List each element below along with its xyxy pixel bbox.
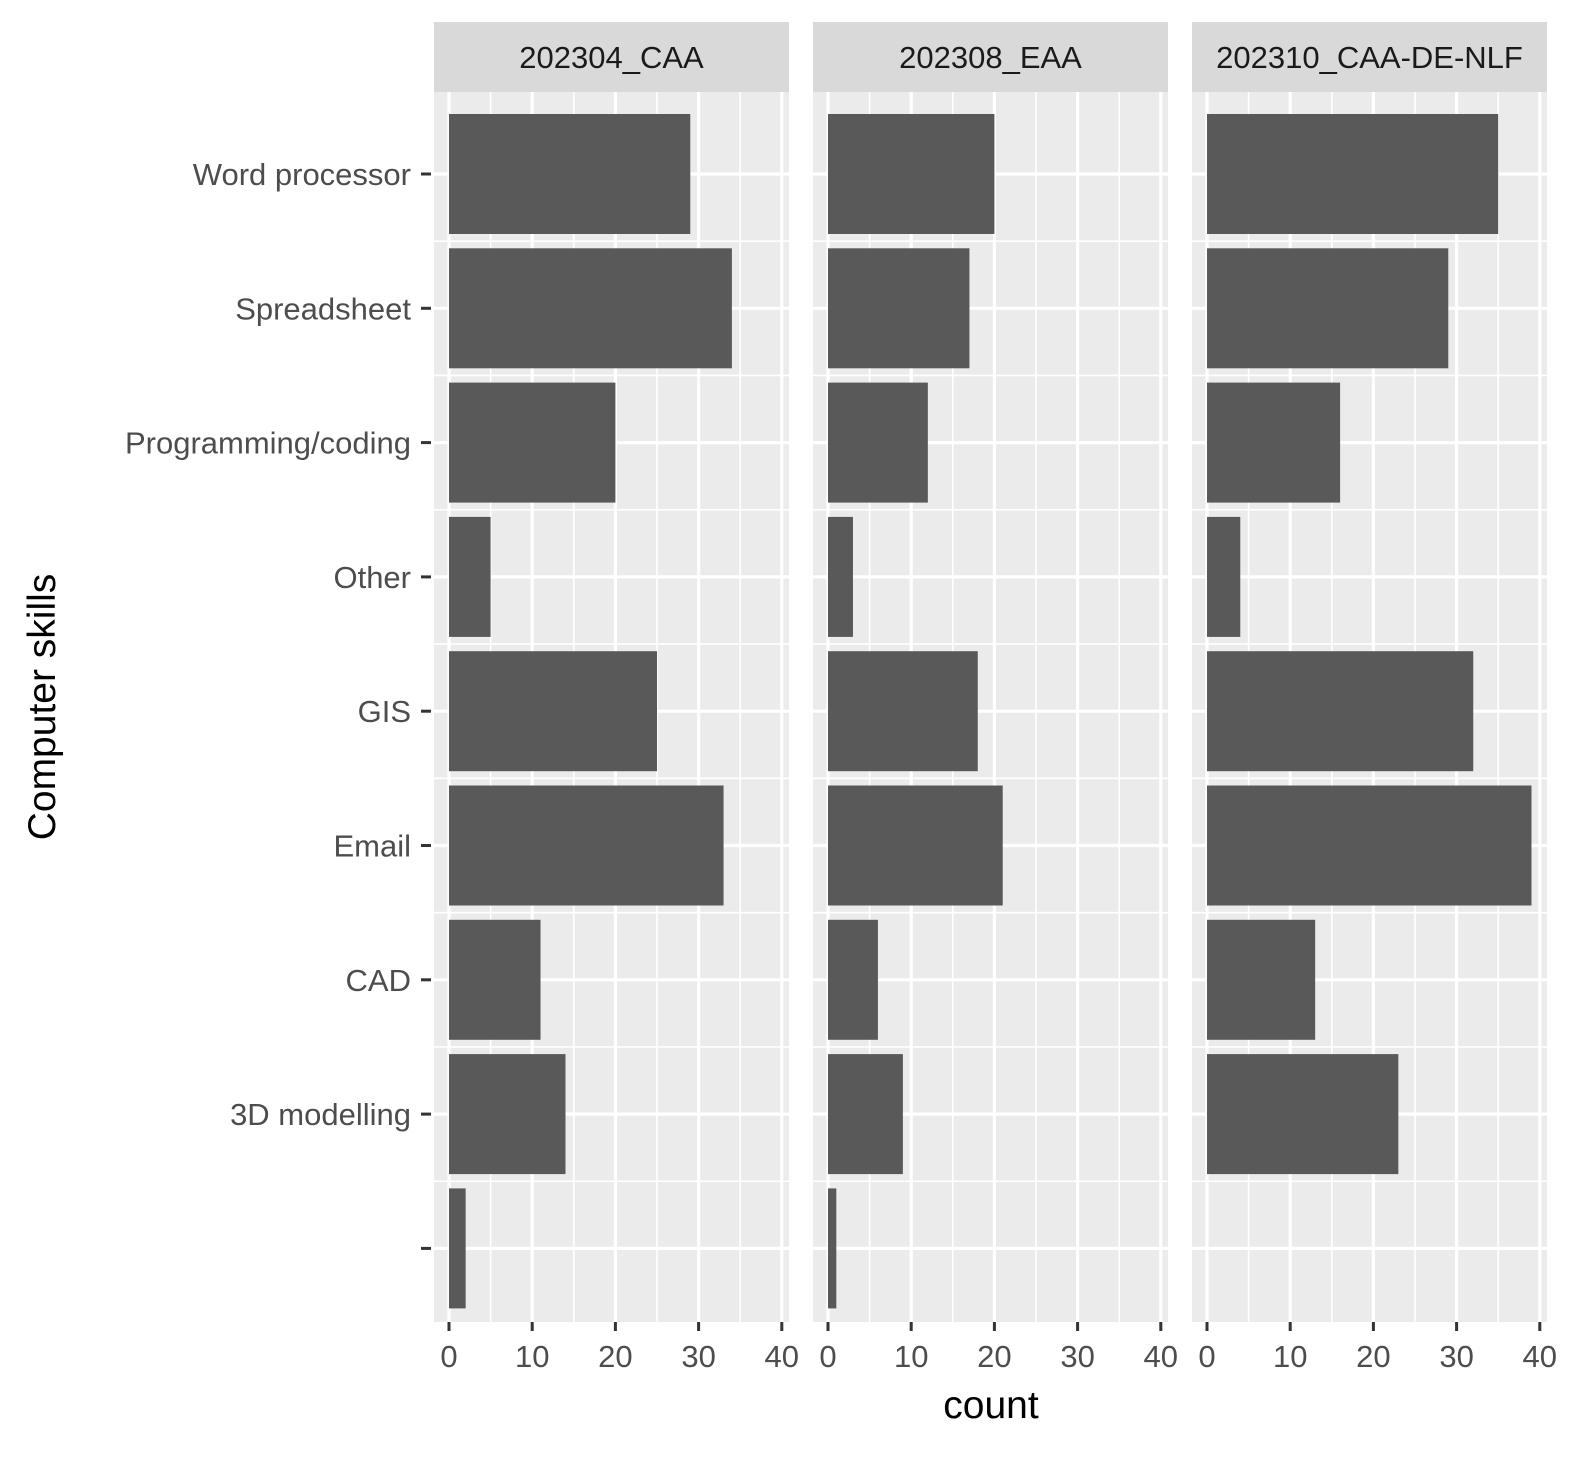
y-tick-label: Spreadsheet	[235, 291, 411, 326]
bar	[828, 516, 853, 637]
facet-panel: 202304_CAA 0 10 20 30 40	[434, 22, 799, 1374]
y-axis-title: Computer skills	[21, 574, 64, 841]
bar	[449, 785, 724, 906]
facet-strip	[813, 22, 1168, 92]
x-tick-label: 10	[894, 1339, 928, 1374]
bar	[828, 1054, 903, 1175]
y-tick-label: Other	[333, 560, 411, 595]
x-tick-label: 20	[977, 1339, 1011, 1374]
facet-strip-label: 202310_CAA-DE-NLF	[1216, 40, 1523, 75]
x-tick-label: 20	[1356, 1339, 1390, 1374]
bar	[449, 382, 616, 503]
x-tick-label: 0	[440, 1339, 457, 1374]
bar	[449, 1188, 466, 1309]
x-tick-label: 30	[681, 1339, 715, 1374]
bar	[828, 382, 928, 503]
bar	[449, 651, 657, 772]
bar	[449, 248, 732, 369]
y-tick-label: GIS	[358, 694, 411, 729]
bar	[449, 1054, 566, 1175]
facet-strip	[434, 22, 789, 92]
facet-strip	[1192, 22, 1547, 92]
y-tick-label: Word processor	[193, 157, 411, 192]
bar	[1207, 919, 1316, 1040]
y-tick-label: Programming/coding	[125, 426, 411, 461]
bar	[449, 919, 541, 1040]
x-tick-label: 10	[1273, 1339, 1307, 1374]
bar	[1207, 785, 1532, 906]
facet-strip-label: 202304_CAA	[519, 40, 704, 75]
y-tick-label: 3D modelling	[230, 1097, 411, 1132]
facet-strip-label: 202308_EAA	[899, 40, 1082, 75]
bar	[828, 651, 978, 772]
x-tick-label: 20	[598, 1339, 632, 1374]
bar	[828, 919, 878, 1040]
x-tick-label: 40	[1144, 1339, 1178, 1374]
y-tick-label: CAD	[346, 963, 411, 998]
y-tick-label: Email	[333, 829, 411, 864]
bar	[828, 785, 1003, 906]
bar	[1207, 114, 1499, 234]
facet-panel: 202308_EAA 0 10 20 30 40	[813, 22, 1178, 1374]
bar	[1207, 651, 1474, 772]
bar	[1207, 382, 1341, 503]
bar	[1207, 516, 1241, 637]
bar	[1207, 1054, 1399, 1175]
x-tick-label: 30	[1439, 1339, 1473, 1374]
bar	[828, 1188, 837, 1309]
plot-area: Word processor Spreadsheet Programming/cod…	[125, 22, 1557, 1374]
facet-panel: 202310_CAA-DE-NLF 0 10 20 30 40	[1192, 22, 1557, 1374]
bar	[449, 114, 691, 234]
x-tick-label: 0	[1198, 1339, 1215, 1374]
bar	[828, 114, 995, 234]
bar	[1207, 248, 1449, 369]
x-tick-label: 30	[1060, 1339, 1094, 1374]
bar	[449, 516, 491, 637]
x-tick-label: 0	[819, 1339, 836, 1374]
x-tick-label: 40	[1523, 1339, 1557, 1374]
x-tick-label: 10	[515, 1339, 549, 1374]
x-axis-title: count	[943, 1384, 1039, 1427]
x-tick-label: 40	[765, 1339, 799, 1374]
bar	[828, 248, 970, 369]
